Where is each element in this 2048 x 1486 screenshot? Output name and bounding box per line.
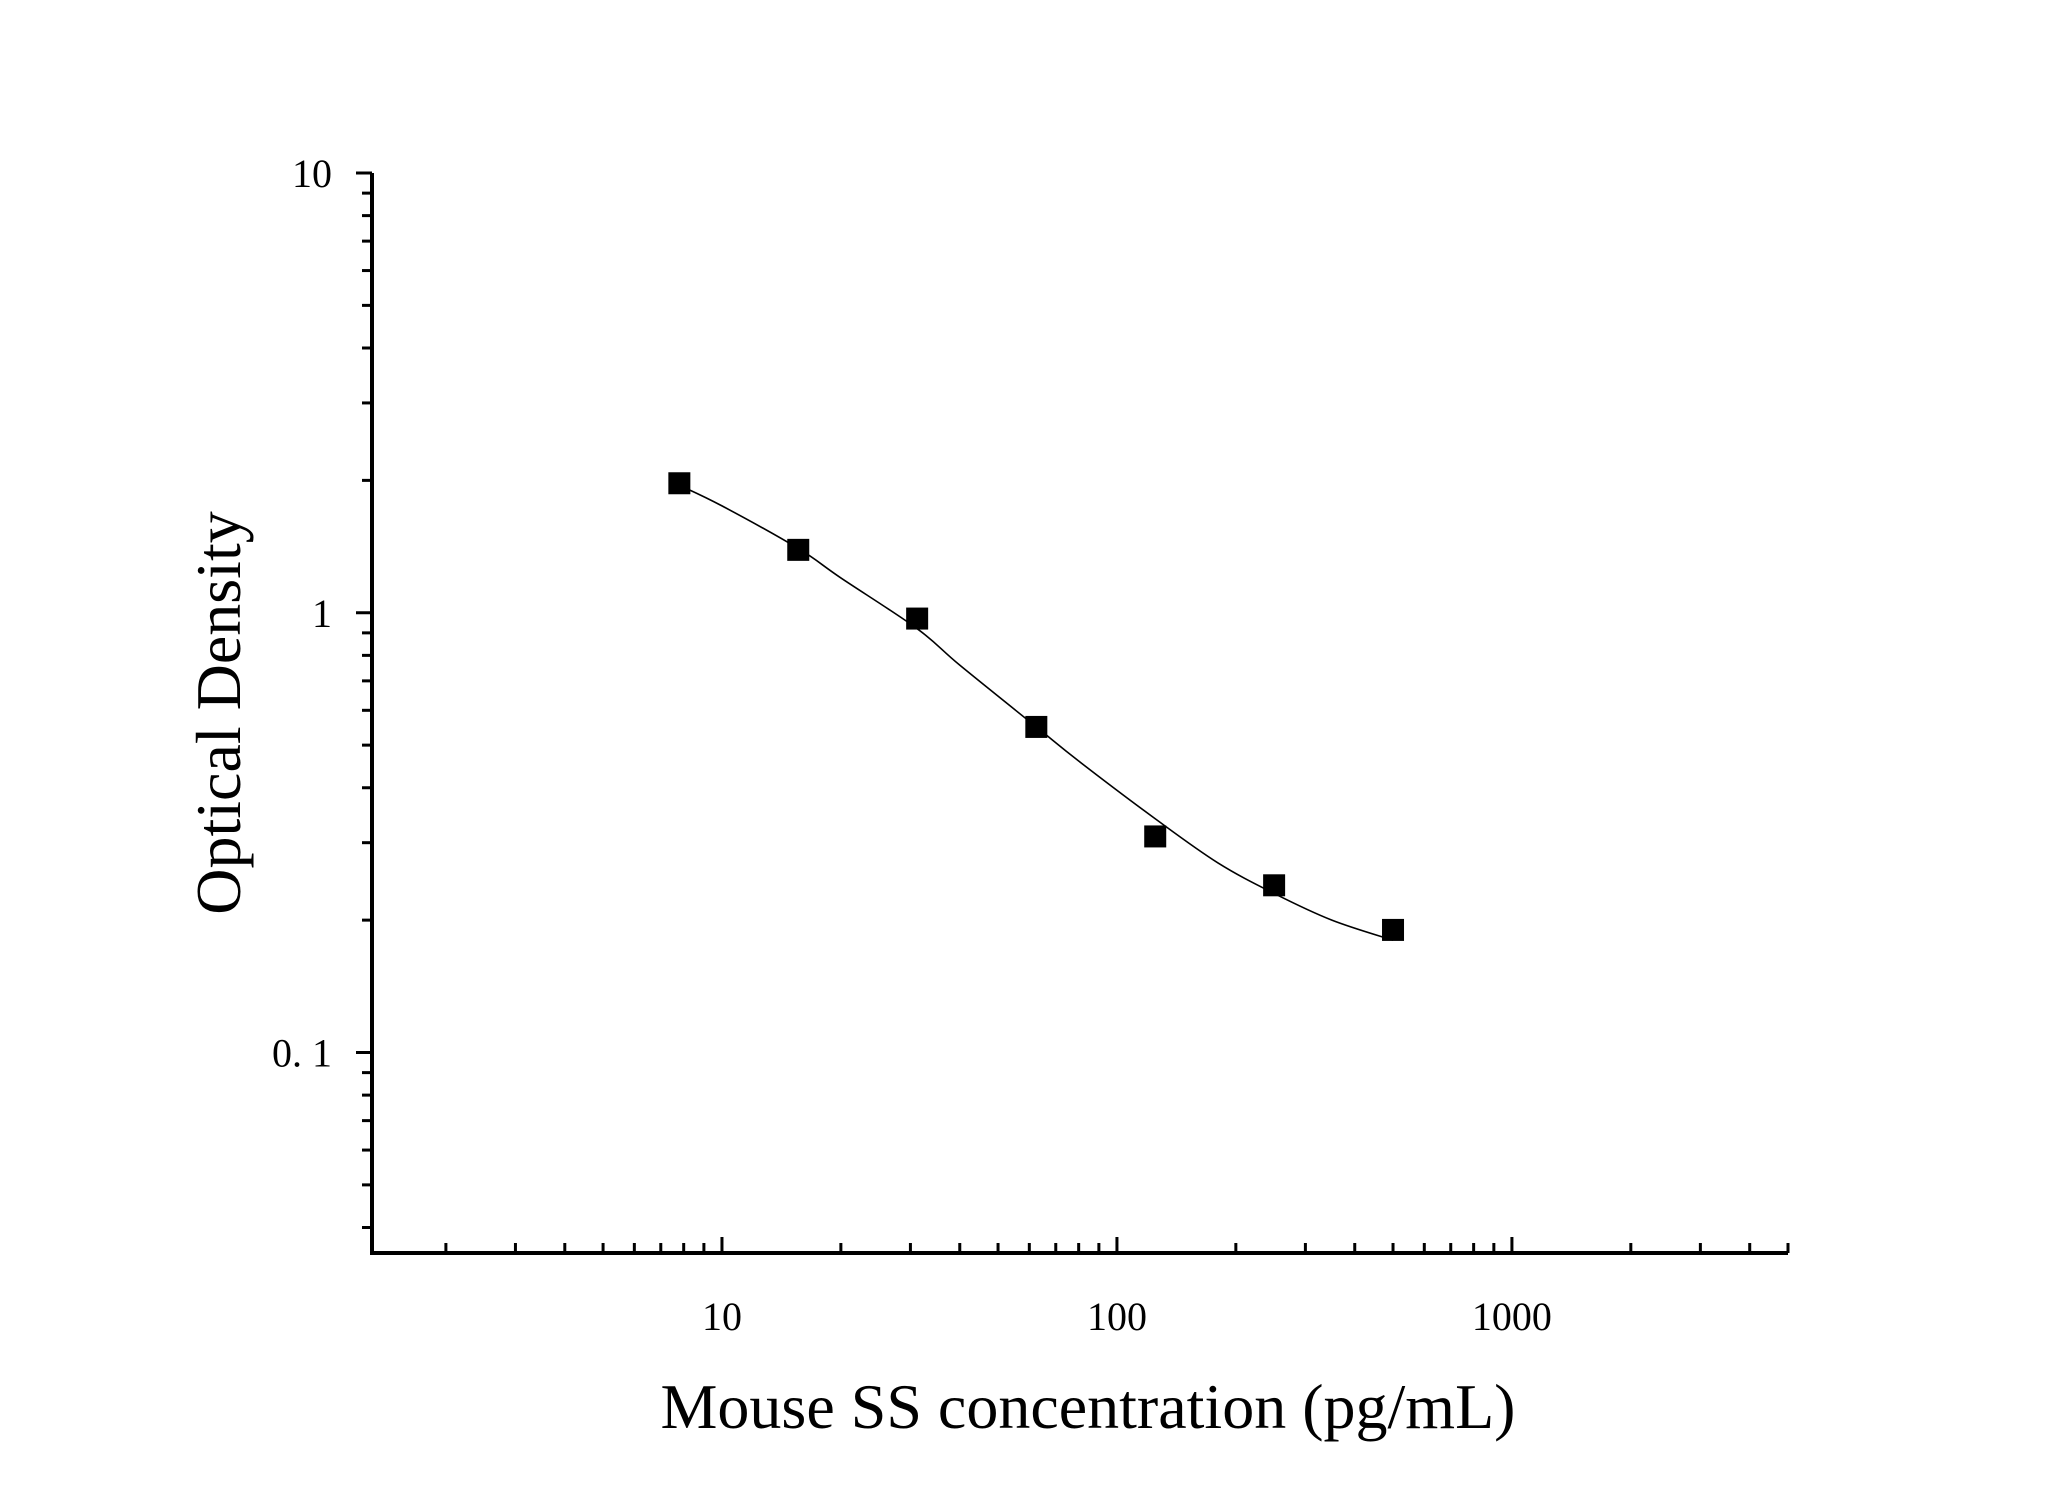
data-point	[787, 538, 810, 561]
axes	[370, 173, 1788, 1255]
y-tick-label: 1	[312, 591, 332, 636]
x-tick-label: 100	[1087, 1294, 1147, 1339]
data-point	[1144, 825, 1167, 848]
y-tick-label: 10	[292, 151, 332, 196]
data-point	[1382, 918, 1405, 941]
series	[668, 472, 1405, 942]
y-axis-title: Optical Density	[183, 511, 254, 914]
ticks	[356, 171, 1790, 1253]
data-point	[1025, 715, 1048, 738]
y-tick-label: 0. 1	[272, 1031, 332, 1076]
data-point	[1263, 874, 1286, 897]
fit-curve	[679, 484, 1394, 942]
data-point	[906, 607, 929, 630]
tick-labels: 10 100 1000 0. 1 1 10	[272, 151, 1552, 1339]
x-axis-title: Mouse SS concentration (pg/mL)	[661, 1371, 1516, 1442]
x-tick-label: 10	[702, 1294, 742, 1339]
data-point	[668, 472, 691, 495]
x-tick-label: 1000	[1472, 1294, 1552, 1339]
